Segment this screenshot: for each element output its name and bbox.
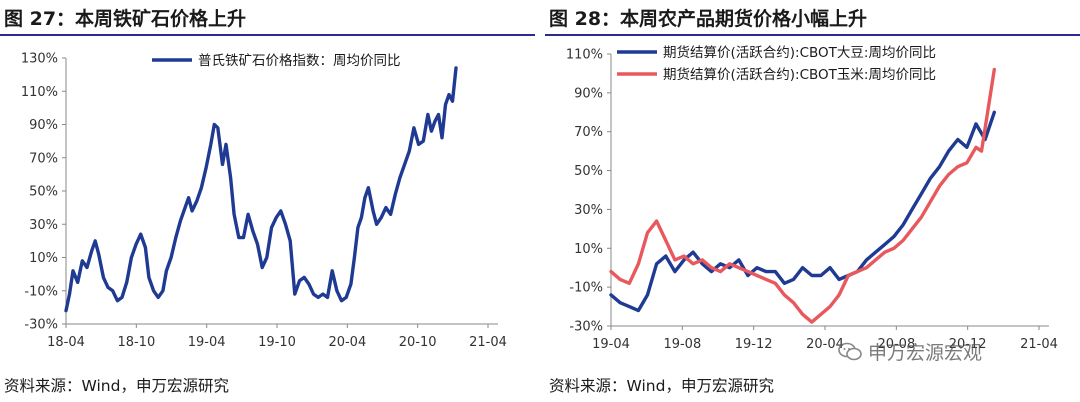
x-tick-label: 19-12 — [735, 337, 773, 352]
x-tick-label: 19-04 — [592, 337, 630, 352]
y-tick-label: 90% — [29, 118, 58, 133]
title-rule — [0, 34, 535, 36]
y-tick-label: 110% — [21, 85, 58, 100]
x-tick-label: 18-04 — [47, 335, 85, 350]
chart-title: 图 28：本周农产品期货价格小幅上升 — [549, 8, 868, 30]
y-tick-label: 30% — [574, 203, 603, 218]
chart-svg-right: 110% 90% 70% 50% 30% 10% -10% -30% 19-04 19-08 19-… — [566, 44, 1058, 352]
source-note: 资料来源：Wind，申万宏源研究 — [549, 377, 774, 395]
chart-svg-left: 130% 110% 90% 70% 50% 30% 10% -10% -30% 18-04 18-1… — [21, 52, 507, 351]
chart-panel-left: 图 27：本周铁矿石价格上升 130% 110% 90% 70% 50% 30% 10% -1… — [0, 0, 535, 402]
x-tick-label: 20-08 — [877, 337, 915, 352]
x-tick-label: 19-08 — [663, 337, 701, 352]
legend-entry: 期货结算价(活跃合约):CBOT玉米:周均价同比 — [663, 66, 936, 83]
y-tick-label: 50% — [29, 185, 58, 200]
x-tick-label: 21-04 — [469, 335, 507, 350]
y-tick-label: 70% — [574, 125, 603, 140]
x-tick-label: 19-04 — [188, 335, 226, 350]
title-rule — [545, 34, 1080, 36]
chart-title: 图 27：本周铁矿石价格上升 — [4, 8, 247, 30]
y-tick-label: 30% — [29, 218, 58, 233]
chart-panel-right: 图 28：本周农产品期货价格小幅上升 110% 90% 70% 50% 30% 10% -1… — [545, 0, 1080, 402]
y-tick-label: 90% — [574, 86, 603, 101]
legend-entry: 期货结算价(活跃合约):CBOT大豆:周均价同比 — [663, 44, 936, 61]
x-tick-label: 19-10 — [258, 335, 296, 350]
x-tick-label: 20-10 — [399, 335, 437, 350]
y-tick-label: 50% — [574, 164, 603, 179]
series-line-0 — [609, 110, 996, 313]
series-line-0 — [64, 66, 458, 313]
y-tick-label: -10% — [24, 284, 58, 299]
y-tick-label: 70% — [29, 151, 58, 166]
y-tick-label: 110% — [566, 48, 603, 63]
y-tick-label: 130% — [21, 52, 58, 67]
x-tick-label: 20-12 — [949, 337, 987, 352]
y-tick-label: 10% — [574, 242, 603, 257]
y-tick-label: 10% — [29, 251, 58, 266]
y-tick-label: -10% — [569, 281, 603, 296]
y-tick-label: -30% — [24, 318, 58, 333]
x-tick-label: 21-04 — [1020, 337, 1058, 352]
series-line-1 — [609, 67, 996, 324]
x-tick-label: 18-10 — [117, 335, 155, 350]
wechat-icon — [838, 342, 862, 362]
source-note: 资料来源：Wind，申万宏源研究 — [4, 377, 229, 395]
x-tick-label: 20-04 — [328, 335, 366, 350]
watermark-text: 申万宏源宏观 — [868, 342, 983, 364]
watermark: 申万宏源宏观 — [838, 338, 982, 365]
legend-entry: 普氏铁矿石价格指数：周均价同比 — [198, 53, 401, 69]
x-tick-label: 20-04 — [806, 337, 844, 352]
y-tick-label: -30% — [569, 320, 603, 335]
